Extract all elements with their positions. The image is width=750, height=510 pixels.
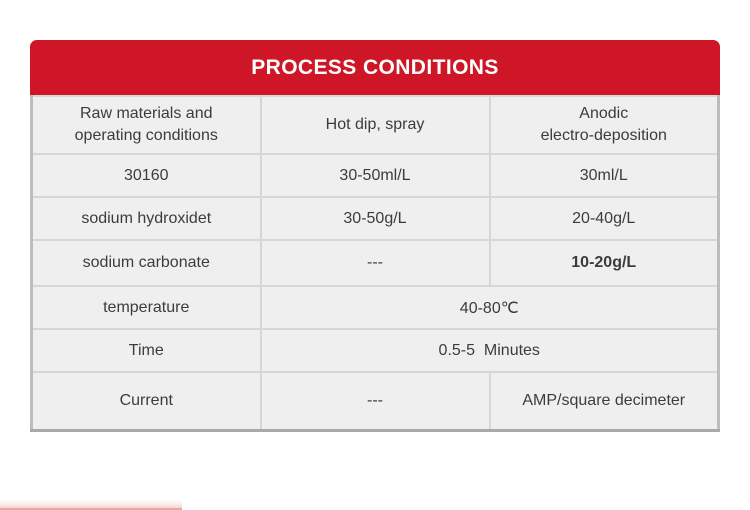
table-cell: 0.5-5 Minutes bbox=[259, 328, 720, 373]
table-cell: 30-50g/L bbox=[259, 196, 491, 241]
column-header: Hot dip, spray bbox=[259, 95, 491, 155]
table-title-bar: PROCESS CONDITIONS bbox=[30, 40, 720, 95]
cropped-red-banner-decoration bbox=[0, 499, 182, 510]
table-row: 30160 30-50ml/L 30ml/L bbox=[30, 153, 720, 198]
table-cell: --- bbox=[259, 371, 491, 431]
conditions-table: Raw materials and operating conditions Ho… bbox=[30, 95, 720, 432]
table-cell: sodium hydroxidet bbox=[30, 196, 262, 241]
table-title: PROCESS CONDITIONS bbox=[251, 55, 499, 79]
table-cell: Current bbox=[30, 371, 262, 431]
table-cell: 40-80℃ bbox=[259, 285, 720, 330]
table-row: temperature 40-80℃ bbox=[30, 285, 720, 330]
table-cell: Time bbox=[30, 328, 262, 373]
table-cell: AMP/square decimeter bbox=[488, 371, 720, 431]
table-cell: temperature bbox=[30, 285, 262, 330]
process-conditions-panel: PROCESS CONDITIONS Raw materials and ope… bbox=[30, 40, 720, 432]
table-cell: 20-40g/L bbox=[488, 196, 720, 241]
table-row: sodium hydroxidet 30-50g/L 20-40g/L bbox=[30, 196, 720, 241]
table-cell: 10-20g/L bbox=[488, 239, 720, 287]
column-header: Raw materials and operating conditions bbox=[30, 95, 262, 155]
table-body: 30160 30-50ml/L 30ml/L sodium hydroxidet 30-… bbox=[30, 153, 720, 431]
table-cell: 30-50ml/L bbox=[259, 153, 491, 198]
table-row: sodium carbonate --- 10-20g/L bbox=[30, 239, 720, 287]
table-cell: 30160 bbox=[30, 153, 262, 198]
table-row: Current --- AMP/square decimeter bbox=[30, 371, 720, 431]
column-header: Anodic electro-deposition bbox=[488, 95, 720, 155]
table-cell: 30ml/L bbox=[488, 153, 720, 198]
table-cell: --- bbox=[259, 239, 491, 287]
header-row: Raw materials and operating conditions Ho… bbox=[30, 95, 720, 155]
table-row: Time 0.5-5 Minutes bbox=[30, 328, 720, 373]
table-cell: sodium carbonate bbox=[30, 239, 262, 287]
